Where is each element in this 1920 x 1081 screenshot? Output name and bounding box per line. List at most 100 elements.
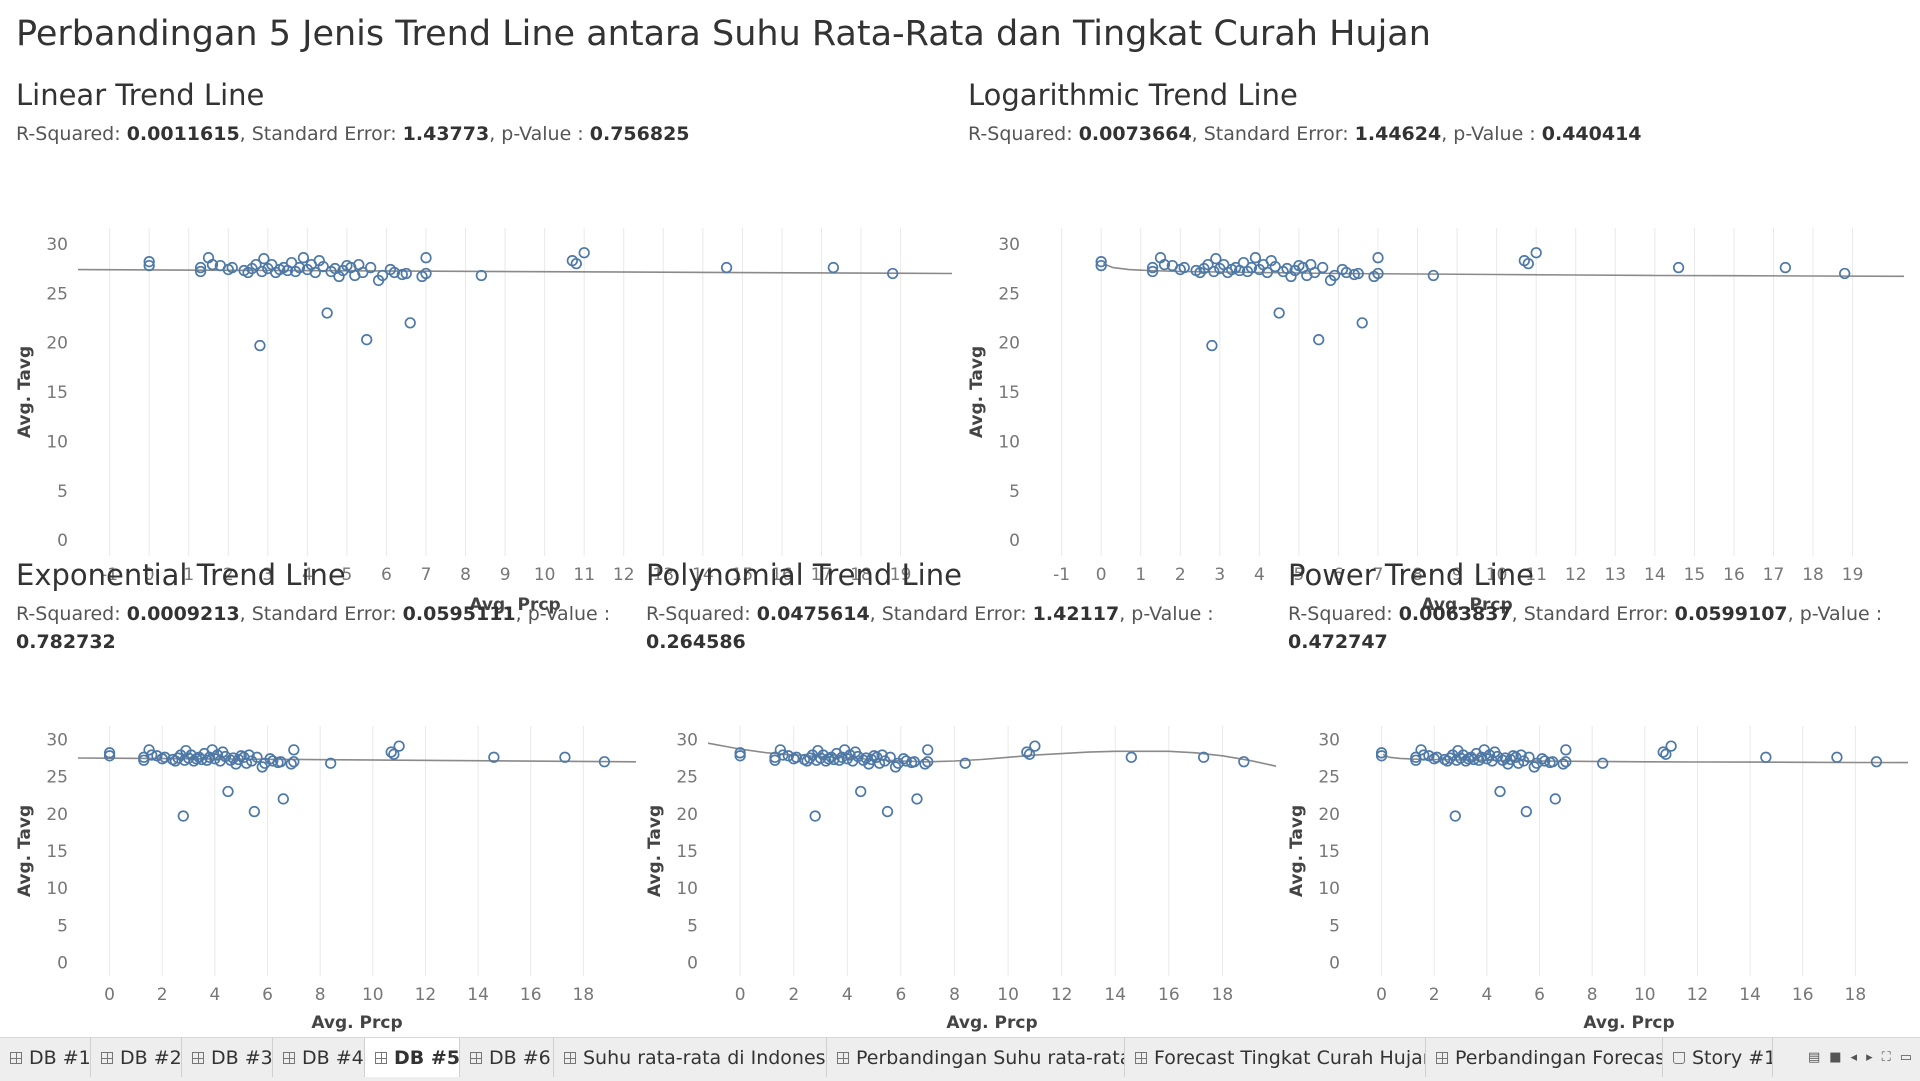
scatter-plot[interactable]: 0 5 10 15 20 25 30 -1 0 1 2 3 4 5 6 7 8 9 10 11 12 13 14 15 16 17… [15, 152, 956, 615]
tab-perbandingan-forecast[interactable]: Perbandingan Forecast [1426, 1038, 1663, 1077]
panel-stats: R-Squared: 0.0063837, Standard Error: 0.… [1288, 600, 1888, 656]
y-tick-label: 10 [998, 432, 1020, 452]
data-point [836, 751, 848, 763]
data-point [256, 265, 268, 278]
x-tick-label: -1 [1053, 565, 1070, 585]
x-tick-label: 8 [949, 985, 960, 1005]
data-point [911, 793, 923, 805]
x-tick-label: 6 [1333, 565, 1344, 585]
x-tick-label: 8 [315, 985, 326, 1005]
data-point [475, 269, 488, 282]
trend-line [77, 268, 953, 275]
data-point [828, 753, 840, 766]
x-tick-label: 14 [692, 565, 714, 585]
data-point [1427, 269, 1440, 282]
data-point [1522, 257, 1534, 270]
tab-db-6[interactable]: DB #6 [460, 1038, 554, 1077]
r-squared-label: R-Squared: [16, 123, 127, 145]
data-point [420, 267, 432, 280]
scatter-plot[interactable]: 0 5 10 15 20 25 30 0 2 4 6 8 10 12 14 16 18 Avg. Prcp Avg.… [1287, 660, 1909, 1033]
y-tick-label: 20 [1318, 805, 1340, 825]
show-tabs-icon[interactable]: ■ [1829, 1050, 1842, 1065]
p-value-label: , p-Value : [1119, 603, 1214, 625]
x-tick-label: 2 [1429, 985, 1440, 1005]
story-icon [1673, 1052, 1685, 1064]
x-tick-label: 6 [895, 985, 906, 1005]
data-point [1560, 756, 1572, 768]
panel-title: Logarithmic Trend Line [968, 78, 1298, 112]
fit-icon[interactable]: ⛶ [1881, 1050, 1891, 1065]
tab-story-1[interactable]: Story #1 [1663, 1038, 1773, 1077]
data-point [598, 756, 611, 768]
tab-db-5[interactable]: DB #5 [365, 1038, 460, 1077]
standard-error-value: 0.0599107 [1674, 603, 1788, 625]
x-tick-label: 2 [1175, 565, 1186, 585]
data-point [1198, 751, 1210, 763]
data-point [361, 334, 373, 346]
scroll-left-icon[interactable]: ◂ [1850, 1050, 1858, 1065]
tab-forecast-curah-hujan[interactable]: Forecast Tingkat Curah Hujan... [1125, 1038, 1426, 1077]
x-tick-label: 12 [1565, 565, 1587, 585]
x-tick-label: 1 [183, 565, 194, 585]
tab-label: Forecast Tingkat Curah Hujan... [1154, 1047, 1426, 1069]
panel-stats: R-Squared: 0.0475614, Standard Error: 1.… [646, 600, 1266, 656]
scroll-right-icon[interactable]: ▸ [1866, 1050, 1873, 1065]
data-point [143, 255, 155, 268]
tab-db-4[interactable]: DB #4 [273, 1038, 365, 1077]
data-point [285, 758, 297, 770]
tab-label: DB #3 [211, 1047, 273, 1069]
presentation-icon[interactable]: ▭ [1899, 1050, 1912, 1065]
scatter-plot[interactable]: 0 5 10 15 20 25 30 0 2 4 6 8 10 12 14 16 18 Avg. Prcp Avg.… [15, 660, 637, 1033]
data-point [1372, 267, 1384, 280]
y-tick-label: 25 [676, 768, 698, 788]
tab-suhu-rata-rata-di-indonesia[interactable]: Suhu rata-rata di Indonesia [554, 1038, 827, 1077]
x-tick-label: 16 [1792, 985, 1814, 1005]
sheet-tab-bar: DB #1 DB #2 DB #3 DB #4 DB #5 DB #6 Suhu… [0, 1037, 1920, 1081]
standard-error-label: , Standard Error: [1191, 123, 1355, 145]
p-value-value: 0.782732 [16, 631, 116, 653]
x-tick-label: 7 [421, 565, 432, 585]
scatter-plot[interactable]: 0 5 10 15 20 25 30 0 2 4 6 8 10 12 14 16 18 Avg. Prcp Avg.… [645, 660, 1277, 1033]
tab-perbandingan-suhu[interactable]: Perbandingan Suhu rata-rata ... [827, 1038, 1125, 1077]
x-tick-label: 1 [1135, 565, 1146, 585]
data-point [1021, 746, 1033, 758]
data-point [400, 267, 412, 280]
data-point [570, 257, 582, 270]
x-tick-label: 14 [1644, 565, 1666, 585]
y-tick-label: 5 [1009, 482, 1020, 502]
data-point [1328, 269, 1341, 282]
tab-db-1[interactable]: DB #1 [0, 1038, 91, 1077]
x-tick-label: 18 [1212, 985, 1234, 1005]
p-value-value: 0.440414 [1541, 123, 1642, 145]
data-point [194, 261, 207, 274]
y-tick-label: 20 [676, 805, 698, 825]
data-point [1146, 265, 1159, 278]
data-point [1356, 317, 1368, 329]
x-tick-label: 10 [362, 985, 384, 1005]
data-point [243, 749, 255, 761]
x-tick-label: 8 [460, 565, 471, 585]
x-tick-label: 0 [104, 985, 115, 1005]
x-tick-label: 18 [850, 565, 872, 585]
tab-db-2[interactable]: DB #2 [91, 1038, 182, 1077]
x-tick-label: 16 [1723, 565, 1745, 585]
x-tick-label: 9 [500, 565, 511, 585]
data-point [1352, 267, 1364, 280]
data-point [1560, 744, 1572, 756]
tab-db-3[interactable]: DB #3 [182, 1038, 273, 1077]
data-point [1206, 339, 1218, 352]
y-tick-label: 25 [998, 284, 1020, 304]
y-axis-title: Avg. Tavg [1287, 805, 1307, 897]
data-point [1372, 252, 1384, 264]
scatter-plot[interactable]: 0 5 10 15 20 25 30 -1 0 1 2 3 4 5 6 7 8 9 10 11 12 13 14 15 16 17… [967, 152, 1908, 615]
show-filmstrip-icon[interactable]: ▤ [1807, 1050, 1821, 1065]
data-point [782, 750, 795, 762]
power-trend-panel: Power Trend Line R-Squared: 0.0063837, S… [1287, 558, 1912, 1033]
x-tick-label: -1 [101, 565, 118, 585]
data-point [1499, 752, 1511, 764]
tab-label: DB #2 [120, 1047, 182, 1069]
data-point [559, 751, 571, 763]
x-tick-label: 12 [1051, 985, 1073, 1005]
x-tick-label: 2 [157, 985, 168, 1005]
data-point [248, 805, 260, 818]
